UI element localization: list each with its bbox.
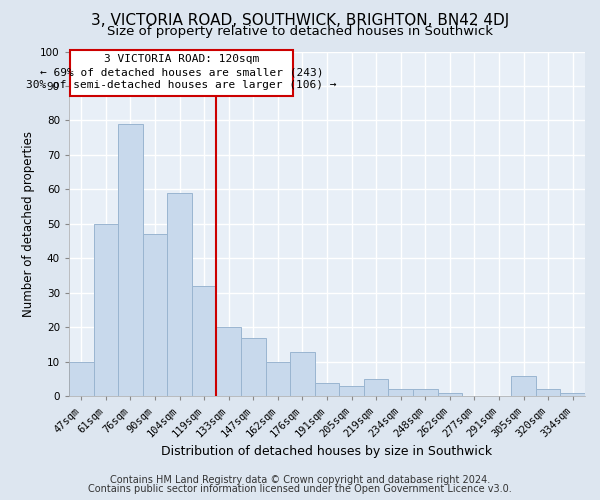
Bar [167, 193, 192, 396]
Bar [536, 390, 560, 396]
Text: Contains HM Land Registry data © Crown copyright and database right 2024.: Contains HM Land Registry data © Crown c… [110, 475, 490, 485]
Bar [339, 386, 364, 396]
Bar [266, 362, 290, 396]
Bar [217, 328, 241, 396]
Text: Size of property relative to detached houses in Southwick: Size of property relative to detached ho… [107, 25, 493, 38]
Text: Contains public sector information licensed under the Open Government Licence v3: Contains public sector information licen… [88, 484, 512, 494]
FancyBboxPatch shape [70, 50, 293, 96]
Bar [143, 234, 167, 396]
Bar [94, 224, 118, 396]
Bar [388, 390, 413, 396]
Text: 30% of semi-detached houses are larger (106) →: 30% of semi-detached houses are larger (… [26, 80, 337, 90]
Bar [69, 362, 94, 396]
X-axis label: Distribution of detached houses by size in Southwick: Distribution of detached houses by size … [161, 444, 493, 458]
Text: 3 VICTORIA ROAD: 120sqm: 3 VICTORIA ROAD: 120sqm [104, 54, 259, 64]
Text: ← 69% of detached houses are smaller (243): ← 69% of detached houses are smaller (24… [40, 67, 323, 77]
Bar [364, 379, 388, 396]
Bar [314, 382, 339, 396]
Bar [290, 352, 314, 397]
Bar [437, 393, 462, 396]
Bar [413, 390, 437, 396]
Bar [511, 376, 536, 396]
Bar [560, 393, 585, 396]
Bar [118, 124, 143, 396]
Bar [241, 338, 266, 396]
Y-axis label: Number of detached properties: Number of detached properties [22, 131, 35, 317]
Text: 3, VICTORIA ROAD, SOUTHWICK, BRIGHTON, BN42 4DJ: 3, VICTORIA ROAD, SOUTHWICK, BRIGHTON, B… [91, 12, 509, 28]
Bar [192, 286, 217, 397]
